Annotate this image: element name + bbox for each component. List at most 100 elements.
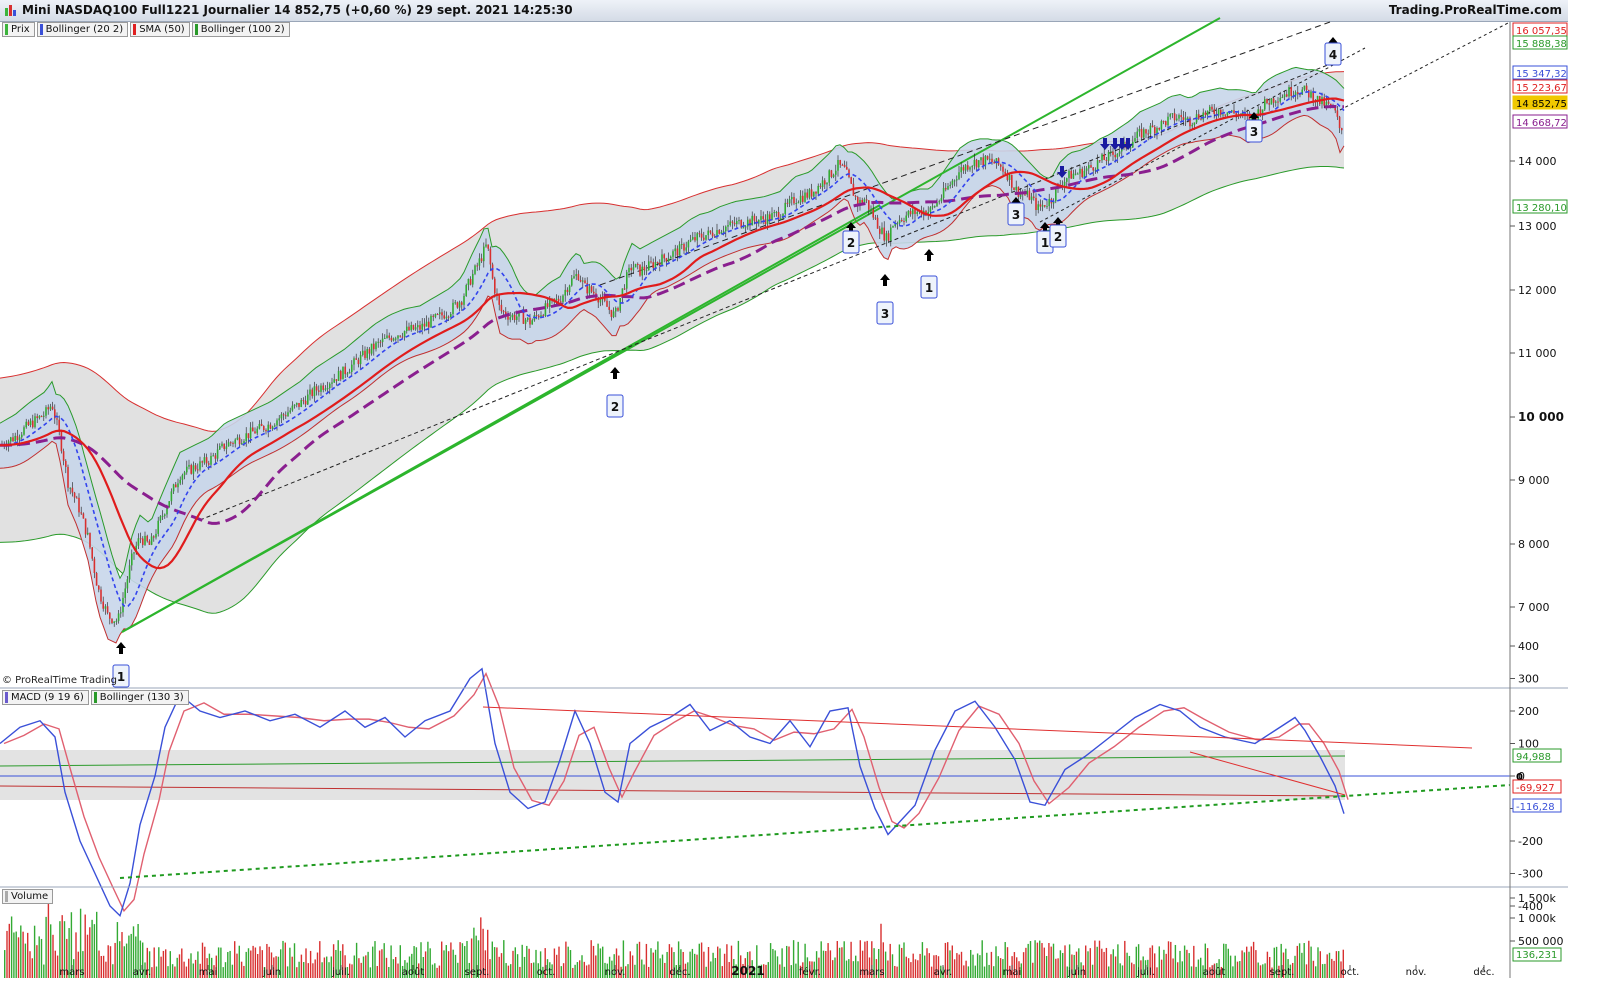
macd-tick-label: 200 bbox=[1518, 705, 1539, 718]
volume-bar bbox=[316, 952, 319, 978]
volume-bar bbox=[50, 924, 52, 978]
candle bbox=[883, 227, 885, 241]
candle bbox=[98, 585, 100, 590]
volume-bar bbox=[1223, 943, 1225, 978]
price-tag bbox=[1512, 114, 1568, 129]
candle bbox=[263, 425, 265, 431]
candle bbox=[1030, 196, 1033, 200]
price-legend-item[interactable]: SMA (50) bbox=[130, 22, 190, 37]
macd-legend-item[interactable]: MACD (9 19 6) bbox=[2, 690, 89, 705]
macd-tag-label: 94,988 bbox=[1516, 752, 1551, 763]
volume-legend[interactable]: Volume bbox=[2, 889, 54, 904]
volume-bar bbox=[912, 953, 914, 978]
price-legend-item[interactable]: Prix bbox=[2, 22, 35, 37]
candle bbox=[1178, 115, 1180, 119]
volume-bar bbox=[1006, 947, 1009, 978]
volume-bar bbox=[730, 945, 733, 978]
volume-bar bbox=[1036, 942, 1039, 978]
volume-bar bbox=[857, 961, 859, 978]
macd-legend[interactable]: MACD (9 19 6) Bollinger (130 3) bbox=[2, 690, 189, 705]
candle bbox=[67, 466, 69, 488]
candle bbox=[1266, 98, 1268, 104]
candle bbox=[489, 248, 492, 265]
volume-bar bbox=[574, 964, 576, 978]
x-tick-label: sept. bbox=[1270, 967, 1295, 978]
macd-tick-label: -200 bbox=[1518, 835, 1543, 848]
volume-legend-item[interactable]: Volume bbox=[2, 889, 54, 904]
volume-bar bbox=[1140, 960, 1142, 978]
candle bbox=[881, 227, 883, 234]
volume-bar bbox=[937, 956, 940, 978]
candle bbox=[216, 449, 219, 459]
candle bbox=[582, 280, 584, 282]
x-tick-label: sept. bbox=[465, 967, 490, 978]
volume-bar bbox=[335, 949, 337, 978]
candle bbox=[436, 314, 439, 316]
volume-bar bbox=[841, 947, 843, 978]
volume-bar bbox=[652, 952, 654, 978]
candle bbox=[245, 433, 247, 442]
y-tick-label: 10 000 bbox=[1518, 410, 1564, 424]
legend-label: Volume bbox=[11, 891, 49, 902]
candle bbox=[344, 366, 346, 375]
volume-bar bbox=[620, 966, 622, 978]
candle bbox=[395, 338, 397, 340]
candle bbox=[155, 533, 157, 538]
y-tick-label: 11 000 bbox=[1518, 347, 1557, 360]
volume-bar bbox=[995, 946, 997, 978]
candle bbox=[1112, 151, 1114, 155]
volume-bar bbox=[848, 959, 850, 978]
volume-bar bbox=[1216, 963, 1218, 978]
candle bbox=[192, 465, 195, 474]
candle bbox=[731, 221, 734, 223]
volume-bar bbox=[1220, 966, 1223, 978]
candle bbox=[1297, 92, 1299, 94]
volume-bar bbox=[192, 963, 194, 978]
volume-bar bbox=[1328, 952, 1331, 978]
macd-panel bbox=[0, 667, 1511, 918]
candle bbox=[564, 289, 566, 296]
price-legend[interactable]: Prix Bollinger (20 2) SMA (50) Bollinger (1… bbox=[2, 22, 290, 37]
volume-bar bbox=[1333, 960, 1335, 978]
volume-bar bbox=[910, 962, 912, 978]
candle bbox=[722, 231, 725, 233]
candle bbox=[25, 421, 27, 428]
candle bbox=[406, 326, 408, 332]
volume-bar bbox=[942, 966, 944, 978]
candle bbox=[1323, 97, 1325, 106]
candle bbox=[1187, 117, 1189, 119]
candle bbox=[509, 317, 511, 320]
candle bbox=[813, 191, 815, 197]
candle bbox=[1268, 103, 1270, 105]
volume-bar bbox=[1013, 952, 1016, 978]
candle bbox=[300, 400, 302, 407]
candle bbox=[964, 165, 967, 171]
volume-bar bbox=[213, 965, 215, 978]
volume-bar bbox=[1174, 944, 1177, 978]
candle bbox=[665, 258, 668, 262]
candle bbox=[661, 254, 663, 266]
candle bbox=[791, 196, 793, 200]
volume-bar bbox=[967, 966, 970, 978]
volume-bar bbox=[760, 964, 763, 978]
candle bbox=[947, 186, 949, 190]
volume-bar bbox=[68, 928, 70, 978]
candle bbox=[1290, 87, 1292, 97]
volume-bar bbox=[829, 950, 832, 978]
volume-bar bbox=[298, 961, 300, 978]
candle bbox=[672, 251, 674, 257]
candle bbox=[971, 165, 973, 168]
price-legend-item[interactable]: Bollinger (100 2) bbox=[191, 22, 290, 37]
candle bbox=[223, 443, 225, 450]
volume-bar bbox=[1190, 966, 1193, 978]
volume-bar bbox=[1319, 951, 1321, 978]
volume-bar bbox=[542, 966, 544, 978]
volume-bar bbox=[174, 966, 176, 978]
candle bbox=[1035, 197, 1037, 211]
legend-label: SMA (50) bbox=[139, 24, 185, 35]
candle bbox=[285, 415, 287, 417]
price-legend-item[interactable]: Bollinger (20 2) bbox=[36, 22, 129, 37]
wave-label-box bbox=[1245, 119, 1263, 143]
macd-legend-item[interactable]: Bollinger (130 3) bbox=[90, 690, 189, 705]
